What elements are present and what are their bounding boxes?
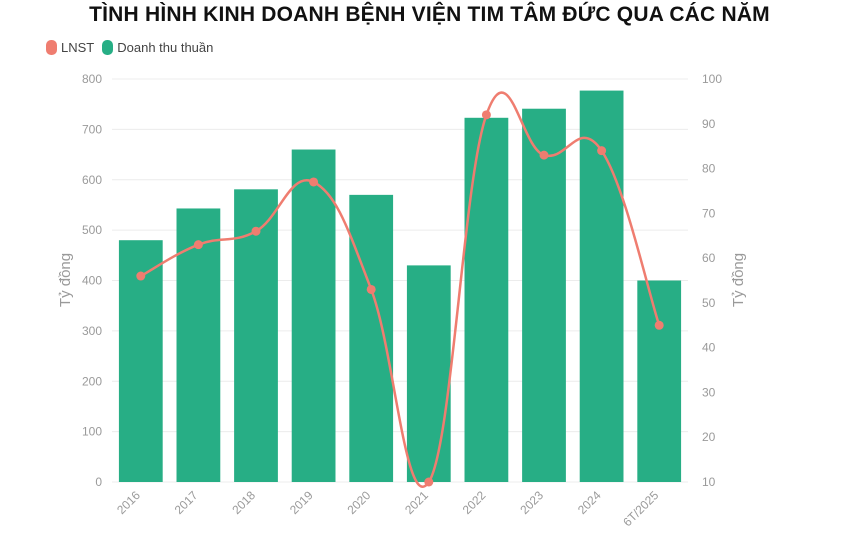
right-tick-label: 100 [702,72,722,86]
left-tick-label: 0 [95,475,102,489]
x-tick-label: 2024 [575,488,604,517]
lnst-point-2024[interactable] [597,146,607,156]
right-tick-label: 90 [702,117,716,131]
right-tick-label: 50 [702,296,716,310]
x-tick-label: 2023 [517,488,546,517]
legend: LNST Doanh thu thuần [46,40,213,55]
bar-2022[interactable] [464,117,509,482]
bar-2019[interactable] [291,149,336,482]
lnst-point-2023[interactable] [539,150,549,160]
lnst-point-2021[interactable] [424,477,434,487]
legend-label-revenue: Doanh thu thuần [117,40,214,55]
bar-2023[interactable] [522,108,566,482]
right-tick-label: 10 [702,475,716,489]
right-tick-label: 80 [702,162,716,176]
lnst-point-2016[interactable] [136,271,146,281]
x-axis: 2016 2017 2018 2019 2020 2021 2022 2023 2024 6T/2… [114,488,661,529]
chart-title: TÌNH HÌNH KINH DOANH BỆNH VIỆN TIM TÂM Đ… [89,3,770,26]
x-tick-label: 2022 [460,488,489,517]
left-tick-label: 800 [82,72,102,86]
lnst-point-2022[interactable] [481,110,491,120]
lnst-point-6T/2025[interactable] [654,320,664,330]
right-tick-label: 70 [702,206,716,220]
legend-label-lnst: LNST [61,40,95,55]
left-tick-label: 500 [82,223,102,237]
left-tick-label: 200 [82,374,102,388]
legend-item-revenue[interactable]: Doanh thu thuần [102,40,213,55]
left-tick-label: 300 [82,324,102,338]
right-tick-label: 20 [702,430,716,444]
right-tick-label: 30 [702,385,716,399]
legend-item-lnst[interactable]: LNST [46,40,94,55]
x-tick-label: 2019 [287,488,316,517]
x-tick-label: 2016 [114,488,143,517]
left-axis-title: Tỷ đồng [57,253,74,307]
lnst-point-2018[interactable] [251,226,261,236]
bar-6T/2025[interactable] [637,280,682,483]
right-tick-label: 40 [702,341,716,355]
right-tick-label: 60 [702,251,716,265]
bar-2021[interactable] [406,265,451,482]
x-tick-label: 2017 [172,488,201,517]
bar-2020[interactable] [349,194,394,483]
bar-series-revenue [118,90,682,483]
bar-2024[interactable] [579,90,624,483]
legend-swatch-revenue [102,40,114,55]
lnst-point-2019[interactable] [309,177,319,187]
lnst-point-2017[interactable] [193,240,203,250]
left-tick-label: 100 [82,425,102,439]
right-axis-title: Tỷ đồng [730,253,747,307]
left-tick-label: 700 [82,122,102,136]
x-tick-label: 2021 [402,488,431,517]
left-y-axis: 0 100 200 300 400 500 600 700 800 [82,72,102,489]
left-tick-label: 600 [82,173,102,187]
x-tick-label: 2018 [229,488,258,517]
x-tick-label: 2020 [345,488,374,517]
bar-2017[interactable] [176,208,221,482]
x-tick-label: 6T/2025 [620,488,661,529]
line-series-lnst [136,91,664,488]
right-y-axis: 10 20 30 40 50 60 70 80 90 100 [702,72,722,489]
lnst-point-2020[interactable] [366,284,376,294]
legend-swatch-lnst [46,40,57,55]
left-tick-label: 400 [82,274,102,288]
